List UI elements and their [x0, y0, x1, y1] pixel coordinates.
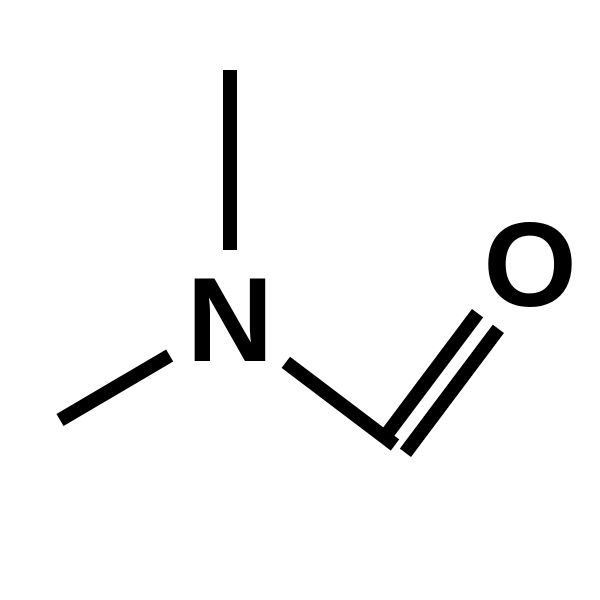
bond-N-C3	[286, 362, 395, 445]
bonds-layer	[60, 70, 498, 453]
atom-label-N: N	[187, 253, 274, 387]
molecule-diagram: NO	[0, 0, 600, 600]
atoms-layer: NO	[187, 198, 577, 387]
atom-label-O: O	[483, 198, 576, 332]
bond-N-C2	[60, 355, 170, 420]
